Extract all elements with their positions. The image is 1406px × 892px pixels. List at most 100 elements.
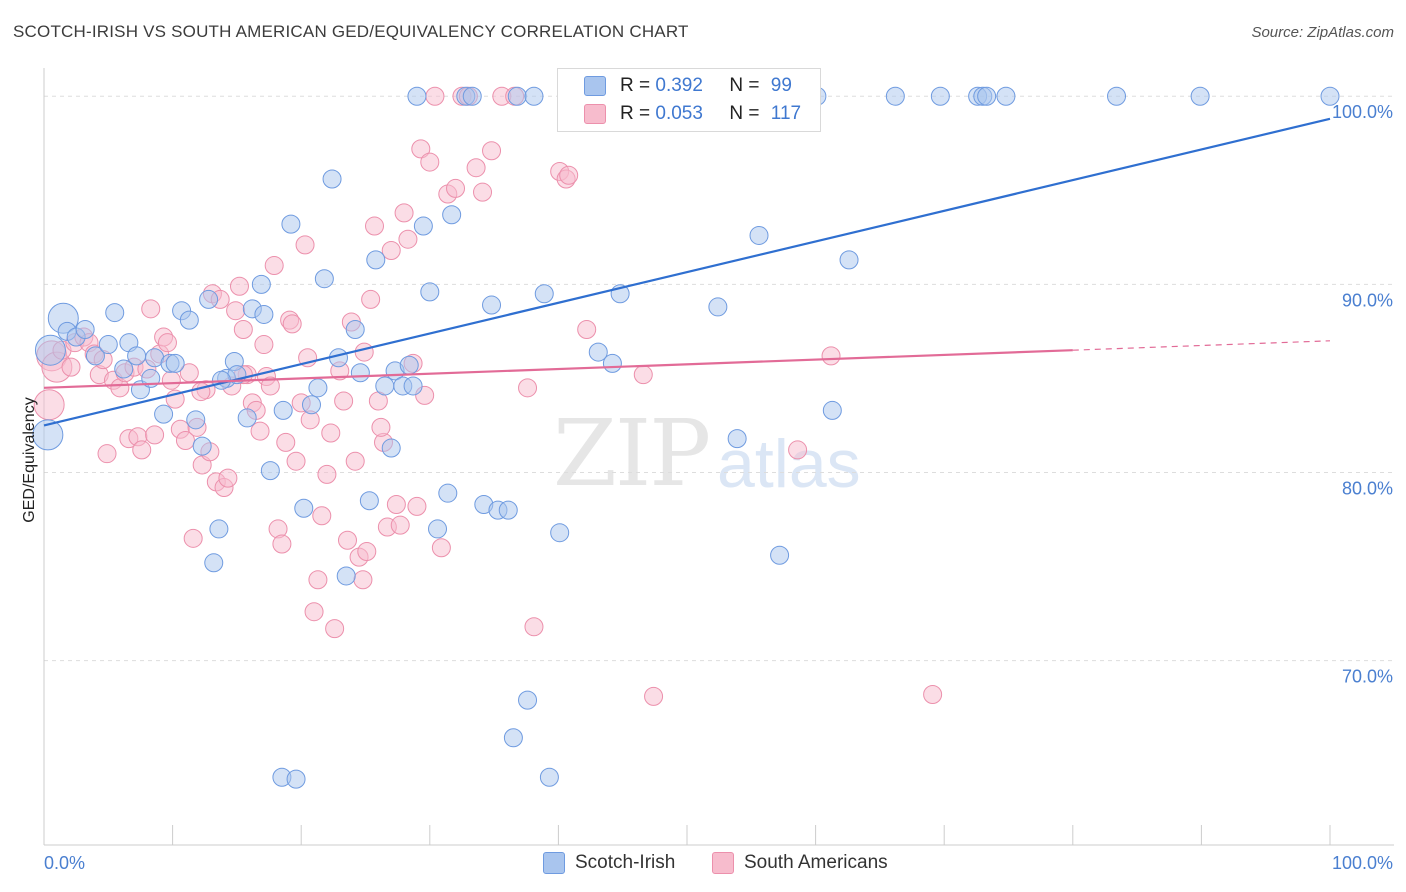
scotch-irish-point <box>524 86 544 106</box>
south-americans-point <box>524 617 544 637</box>
scotch-irish-point <box>359 491 379 511</box>
scotch-irish-point <box>498 500 518 520</box>
south-americans-trend-extension <box>1072 340 1331 351</box>
y-tick-labels: 70.0% 80.0% 90.0% 100.0% <box>1332 102 1393 686</box>
south-americans-point <box>821 346 841 366</box>
scotch-irish-point <box>154 404 174 424</box>
scotch-irish-point <box>127 346 147 366</box>
scotch-irish-point <box>273 400 293 420</box>
scotch-irish-point <box>885 86 905 106</box>
south-americans-point <box>321 423 341 443</box>
scotch-irish-point <box>438 483 458 503</box>
south-americans-point <box>183 528 203 548</box>
scotch-irish-point <box>822 400 842 420</box>
south-americans-point <box>264 256 284 276</box>
scotch-irish-point <box>251 274 271 294</box>
scotch-irish-point <box>204 553 224 573</box>
scotch-irish-point <box>192 436 212 456</box>
south-americans-point <box>577 320 597 340</box>
south-americans-point <box>157 333 177 353</box>
scotch-irish-point <box>375 376 395 396</box>
south-americans-point <box>250 421 270 441</box>
legend-n-value: 99 <box>770 75 792 96</box>
south-americans-point <box>407 496 427 516</box>
legend-swatch-pink <box>584 104 606 124</box>
scotch-irish-point <box>237 408 257 428</box>
y-tick-label: 90.0% <box>1342 290 1393 310</box>
y-tick-label: 100.0% <box>1332 102 1393 122</box>
scotch-irish-point <box>930 86 950 106</box>
bottom-legend-south-americans: South Americans <box>712 852 888 874</box>
scotch-irish-point <box>314 269 334 289</box>
y-tick-label: 70.0% <box>1342 667 1393 687</box>
south-americans-point <box>559 165 579 185</box>
axes <box>43 68 1394 846</box>
legend-r-label: R = <box>620 75 651 96</box>
scotch-irish-point <box>507 86 527 106</box>
scotch-irish-point <box>518 690 538 710</box>
scotch-irish-point <box>179 310 199 330</box>
legend-r-value: 0.392 <box>655 75 703 96</box>
trend-lines <box>43 117 1331 427</box>
series-scotch-irish <box>32 86 1340 789</box>
scotch-irish-point <box>442 205 462 225</box>
scotch-irish-point <box>186 410 206 430</box>
south-americans-point <box>425 86 445 106</box>
south-americans-point <box>365 216 385 236</box>
legend-r-label: R = <box>620 103 651 124</box>
bottom-legend-swatch-pink <box>712 852 734 874</box>
scotch-irish-point <box>281 214 301 234</box>
south-americans-point <box>312 506 332 526</box>
legend-r-value: 0.053 <box>655 103 703 124</box>
south-americans-point <box>276 432 296 452</box>
scotch-irish-point <box>34 334 66 366</box>
south-americans-point <box>923 684 943 704</box>
legend-n-label: N = <box>729 103 760 124</box>
south-americans-point <box>398 229 418 249</box>
south-americans-point <box>633 365 653 385</box>
south-americans-point <box>482 141 502 161</box>
scotch-irish-point <box>336 566 356 586</box>
scotch-irish-point <box>727 429 747 449</box>
scotch-irish-point <box>403 376 423 396</box>
scotch-irish-point <box>105 303 125 323</box>
scotch-irish-point <box>366 250 386 270</box>
south-americans-point <box>337 530 357 550</box>
scotch-irish-point <box>345 320 365 340</box>
south-americans-point <box>354 342 374 362</box>
scotch-irish-point <box>1190 86 1210 106</box>
scotch-irish-point <box>420 282 440 302</box>
south-americans-point <box>145 425 165 445</box>
scotch-irish-point <box>462 86 482 106</box>
south-americans-point <box>132 440 152 460</box>
south-americans-point <box>431 538 451 558</box>
scotch-irish-point <box>209 519 229 539</box>
legend-n-value: 117 <box>770 103 802 124</box>
scotch-irish-point <box>381 438 401 458</box>
source-credit: Source: ZipAtlas.com <box>1251 24 1394 41</box>
scotch-irish-point <box>588 342 608 362</box>
scotch-irish-point <box>254 304 274 324</box>
scotch-irish-point <box>482 295 502 315</box>
bottom-legend-swatch-blue <box>543 852 565 874</box>
scotch-irish-point <box>708 297 728 317</box>
scotch-irish-point <box>260 461 280 481</box>
scotch-irish-point <box>350 363 370 383</box>
x-tick-label-max: 100.0% <box>1332 853 1393 873</box>
south-americans-point <box>191 382 211 402</box>
scotch-irish-point <box>165 353 185 373</box>
scotch-irish-point <box>75 320 95 340</box>
south-americans-point <box>473 182 493 202</box>
scotch-irish-point <box>114 359 134 379</box>
scotch-irish-point <box>428 519 448 539</box>
scotch-irish-point <box>602 353 622 373</box>
scotch-irish-point <box>413 216 433 236</box>
south-americans-point <box>61 357 81 377</box>
south-americans-point <box>97 444 117 464</box>
bottom-legend-label: South Americans <box>744 852 888 873</box>
south-americans-point <box>353 570 373 590</box>
south-americans-point <box>345 451 365 471</box>
south-americans-point <box>466 158 486 178</box>
south-americans-point <box>175 431 195 451</box>
legend-row-south-americans: R = 0.053 N = 117 <box>584 101 801 127</box>
